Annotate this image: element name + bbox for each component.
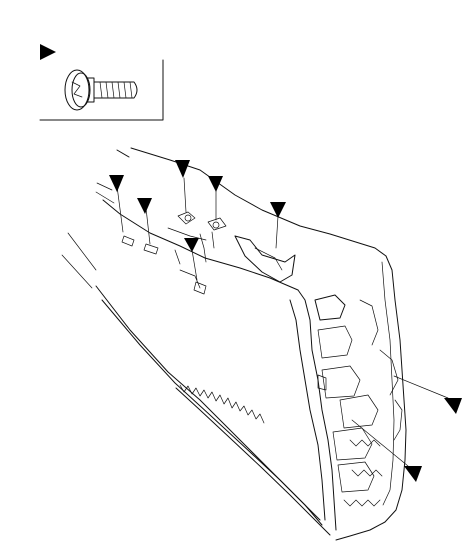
screw-marker — [404, 466, 422, 482]
screw-marker — [208, 176, 223, 192]
screw-icon — [64, 69, 138, 111]
screw-marker — [109, 175, 124, 192]
trim-panel-drawing — [61, 147, 449, 541]
legend-box — [39, 44, 164, 121]
screw-location-markers — [109, 160, 462, 482]
legend-arrow-marker — [40, 44, 56, 60]
screw-marker — [175, 160, 190, 178]
screw-marker — [444, 398, 462, 414]
screw-marker — [270, 202, 286, 218]
screw-marker — [137, 198, 152, 214]
screw-marker — [184, 238, 199, 252]
legend-frame — [39, 59, 164, 121]
